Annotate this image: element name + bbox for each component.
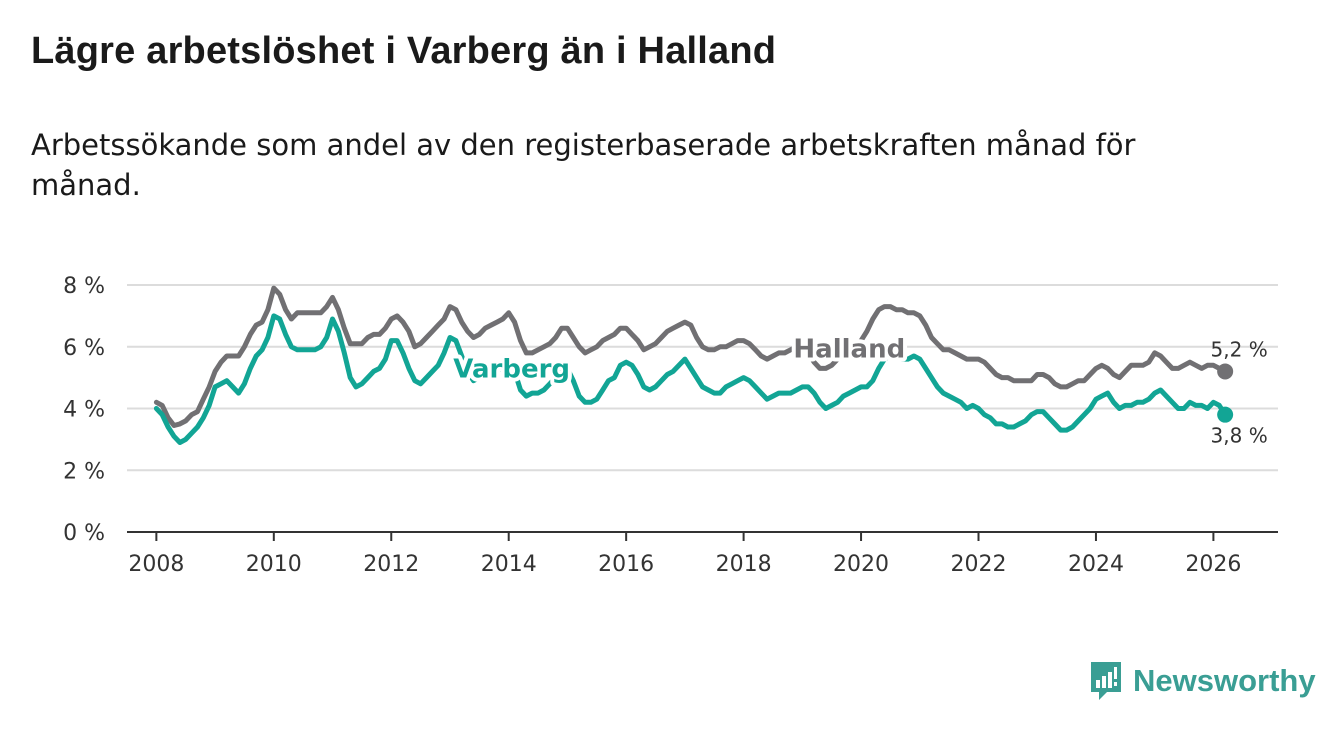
series-labels: Halland 5,2 % Varberg 3,8 % [449, 330, 1268, 448]
x-tick-label: 2024 [1068, 552, 1124, 577]
x-tick-label: 2008 [128, 552, 184, 577]
axes: 0 % 2 % 4 % 6 % 8 % 2008 2010 2012 2014 2016 2018 2… [63, 274, 1278, 577]
x-tick-label: 2012 [363, 552, 419, 577]
brand: Newsworthy [1089, 660, 1316, 702]
series-label-varberg: Varberg [453, 354, 570, 384]
series-lines [153, 285, 1234, 445]
x-tick-label: 2010 [246, 552, 302, 577]
x-tick-label: 2014 [481, 552, 537, 577]
end-point-varberg [1217, 406, 1234, 423]
end-point-halland [1217, 363, 1234, 380]
x-tick-label: 2022 [951, 552, 1007, 577]
end-value-label-varberg: 3,8 % [1211, 424, 1268, 448]
series-label-halland: Halland [793, 334, 905, 364]
y-tick-label: 6 % [63, 336, 105, 361]
newsworthy-logo-icon [1091, 662, 1121, 700]
y-tick-label: 0 % [63, 521, 105, 546]
y-tick-label: 4 % [63, 398, 105, 423]
end-value-label-halland: 5,2 % [1211, 337, 1268, 361]
x-tick-label: 2016 [598, 552, 654, 577]
chart-title: Lägre arbetslöshet i Varberg än i Hallan… [31, 30, 777, 72]
series-line-halland [153, 285, 1228, 428]
y-tick-label: 8 % [63, 274, 105, 299]
chart-subtitle: Arbetssökande som andel av den registerb… [31, 128, 1136, 202]
y-tick-label: 2 % [63, 459, 105, 484]
x-tick-label: 2026 [1185, 552, 1241, 577]
brand-name: Newsworthy [1133, 663, 1316, 698]
series-line-varberg [153, 313, 1228, 445]
x-tick-label: 2020 [833, 552, 889, 577]
x-tick-label: 2018 [716, 552, 772, 577]
